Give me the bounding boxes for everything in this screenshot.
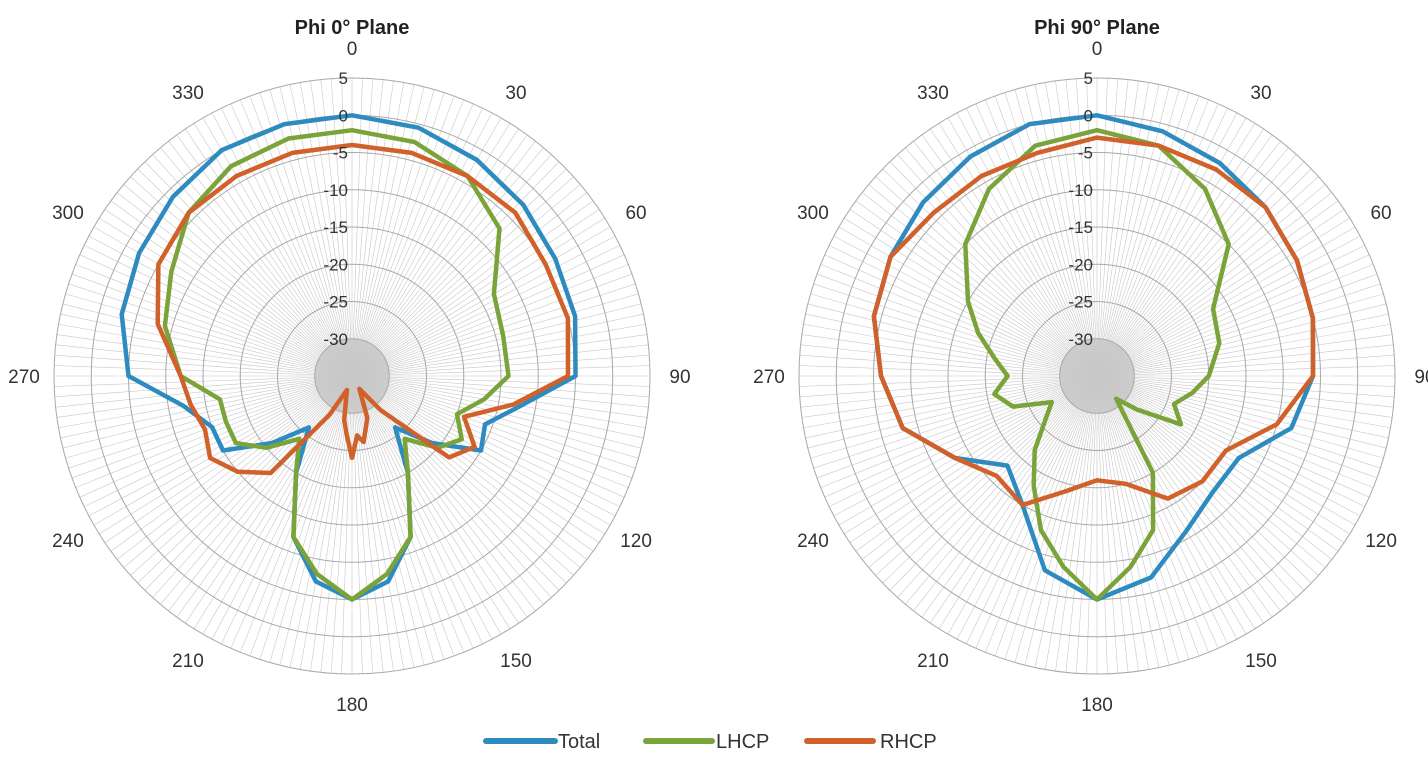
polar-chart-svg: 0 30 60 90 120 150 180 210 240 270 300 330 5 0 -5 -10 -1…	[753, 17, 1428, 715]
polar-grid	[53, 77, 651, 675]
series-lhcp-line	[162, 127, 511, 602]
angle-tick-label: 150	[500, 651, 532, 672]
grid-ring	[1059, 338, 1135, 414]
angle-tick-label: 30	[1250, 83, 1271, 104]
grid-ring	[910, 189, 1284, 563]
radial-tick-label: -10	[323, 181, 348, 200]
grid-ring	[798, 77, 1396, 675]
radial-tick-label: 5	[339, 69, 348, 88]
angle-tick-label: 240	[52, 531, 84, 552]
angle-tick-label: 90	[1414, 367, 1428, 388]
radial-tick-label: -15	[323, 218, 348, 237]
legend-label-total: Total	[558, 731, 600, 753]
legend-label-rhcp: RHCP	[880, 731, 937, 753]
radial-tick-label: 5	[1084, 69, 1093, 88]
angle-tick-label: 240	[797, 531, 829, 552]
angle-tick-label: 210	[172, 651, 204, 672]
angle-tick-label: 180	[1081, 695, 1113, 715]
angle-tick-label: 60	[625, 203, 646, 224]
radial-tick-label: -30	[1068, 330, 1093, 349]
radial-tick-label: -20	[323, 255, 348, 274]
polar-grid	[798, 77, 1396, 675]
label-layer: 0 30 60 90 120 150 180 210 240 270 300 330 5 0 -5 -10 -1…	[753, 39, 1428, 715]
radial-tick-label: -10	[1068, 181, 1093, 200]
angle-tick-label: 90	[669, 367, 690, 388]
angle-tick-label: 150	[1245, 651, 1277, 672]
radial-tick-label: -25	[1068, 293, 1093, 312]
angle-tick-label: 180	[336, 695, 368, 715]
angle-tick-label: 300	[797, 203, 829, 224]
angle-tick-label: 270	[8, 367, 40, 388]
grid-ring	[1022, 301, 1172, 451]
chart-title: Phi 90° Plane	[1034, 17, 1160, 39]
chart-legend: Total LHCP RHCP	[0, 722, 1428, 762]
angle-tick-label: 330	[172, 83, 204, 104]
grid-ring	[202, 226, 502, 526]
series-lhcp-line	[963, 127, 1231, 602]
legend-item-lhcp: LHCP	[643, 731, 769, 753]
polar-chart-phi-90: 0 30 60 90 120 150 180 210 240 270 300 330 5 0 -5 -10 -1…	[714, 0, 1428, 715]
grid-ring	[53, 77, 651, 675]
angle-tick-label: 30	[505, 83, 526, 104]
grid-ring	[165, 189, 539, 563]
legend-label-lhcp: LHCP	[716, 731, 769, 753]
polar-chart-phi-0: 0 30 60 90 120 150 180 210 240 270 300 330 5 0 -5 -10 -1…	[0, 0, 714, 715]
angle-tick-label: 120	[620, 531, 652, 552]
radial-tick-label: -5	[1078, 144, 1093, 163]
label-layer: 0 30 60 90 120 150 180 210 240 270 300 330 5 0 -5 -10 -1…	[8, 39, 690, 715]
grid-ring	[239, 263, 465, 489]
radial-tick-label: -15	[1068, 218, 1093, 237]
series-rhcp-line	[871, 135, 1316, 508]
angle-tick-label: 270	[753, 367, 785, 388]
radial-tick-label: 0	[1084, 106, 1093, 125]
radial-tick-label: 0	[339, 106, 348, 125]
series-layer	[119, 113, 578, 602]
angle-tick-label: 60	[1370, 203, 1391, 224]
chart-title: Phi 0° Plane	[295, 17, 410, 39]
polar-chart-svg: 0 30 60 90 120 150 180 210 240 270 300 330 5 0 -5 -10 -1…	[8, 17, 690, 715]
radial-tick-label: -20	[1068, 255, 1093, 274]
radial-tick-label: -25	[323, 293, 348, 312]
angle-tick-label: 120	[1365, 531, 1397, 552]
angle-tick-label: 300	[52, 203, 84, 224]
series-layer	[871, 113, 1316, 602]
legend-svg: Total LHCP RHCP	[483, 731, 937, 753]
radial-tick-label: -5	[333, 144, 348, 163]
grid-ring	[947, 226, 1247, 526]
radial-tick-label: -30	[323, 330, 348, 349]
angle-tick-label: 330	[917, 83, 949, 104]
angle-tick-label: 0	[347, 39, 358, 60]
legend-item-rhcp: RHCP	[804, 731, 937, 753]
grid-ring	[314, 338, 390, 414]
angle-tick-label: 210	[917, 651, 949, 672]
angle-tick-label: 0	[1092, 39, 1103, 60]
legend-item-total: Total	[483, 731, 600, 753]
series-rhcp-line	[155, 142, 571, 476]
